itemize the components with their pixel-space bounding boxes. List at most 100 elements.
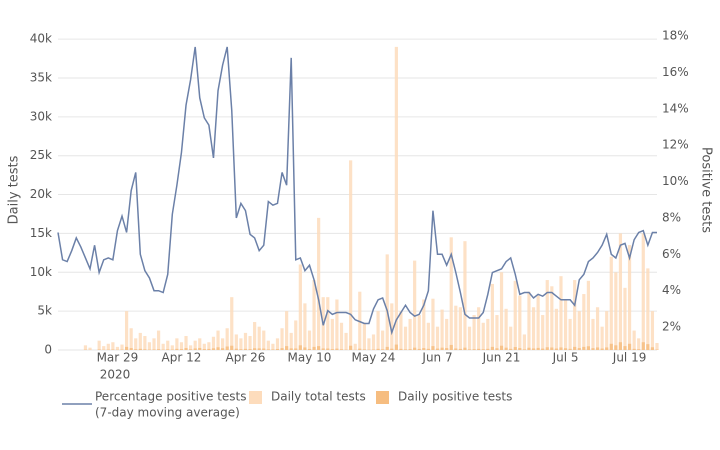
bar	[134, 349, 138, 350]
bar	[627, 245, 632, 350]
bar	[253, 348, 257, 350]
bar	[426, 322, 430, 350]
y-axis-label: Daily tests	[7, 155, 22, 224]
bar	[303, 347, 307, 350]
bar	[184, 336, 188, 350]
bar	[307, 330, 312, 350]
y2-tick-label: 8%	[662, 210, 681, 224]
bar	[262, 330, 266, 350]
bar	[595, 347, 600, 350]
bar	[239, 338, 243, 350]
y-tick-label: 30k	[30, 109, 52, 123]
bar	[614, 272, 618, 350]
y-tick-label: 15k	[30, 226, 52, 240]
bar	[527, 347, 531, 350]
bar	[280, 348, 284, 350]
bar	[435, 348, 440, 350]
x-tick-label: Apr 26	[226, 351, 266, 365]
bar	[221, 338, 225, 350]
bar	[477, 348, 481, 350]
bar	[193, 340, 197, 350]
bar	[591, 318, 595, 350]
bar	[595, 307, 600, 350]
bar	[518, 348, 522, 350]
bar	[454, 348, 458, 350]
bar	[207, 348, 211, 350]
bar	[541, 348, 545, 350]
bar	[509, 348, 513, 350]
bar	[266, 340, 270, 350]
x-tick-label: Mar 29	[97, 351, 139, 365]
y-tick-label: 10k	[30, 265, 52, 279]
bar	[440, 309, 444, 350]
x-tick-label: May 10	[288, 351, 332, 365]
bar	[650, 311, 655, 350]
bar	[623, 287, 627, 350]
bar	[289, 332, 293, 350]
bar	[541, 315, 545, 350]
bar	[650, 347, 655, 350]
bar	[536, 295, 540, 350]
bar	[248, 349, 252, 350]
bar	[573, 280, 577, 350]
bar	[399, 311, 403, 350]
bar	[221, 348, 225, 350]
bar	[568, 348, 572, 350]
bar	[509, 326, 513, 350]
legend-swatch	[249, 391, 262, 404]
bar	[266, 349, 270, 350]
bar	[467, 326, 472, 350]
bar	[413, 347, 417, 350]
y-tick-label: 25k	[30, 148, 52, 162]
bar	[371, 334, 376, 350]
x-year-label: 2020	[100, 368, 131, 382]
bar	[143, 349, 147, 350]
bar	[563, 348, 568, 350]
bar	[202, 343, 206, 350]
bar	[385, 346, 389, 350]
line	[57, 46, 657, 336]
bar	[472, 315, 476, 350]
bar	[97, 349, 101, 350]
bar	[655, 343, 659, 350]
bar	[280, 328, 284, 350]
bar	[129, 328, 133, 350]
bar	[211, 336, 216, 350]
bar	[307, 348, 312, 350]
bar	[175, 338, 179, 350]
bar	[115, 346, 120, 350]
bar	[143, 336, 147, 350]
bar	[394, 344, 398, 350]
grid	[58, 38, 657, 351]
bar	[463, 347, 467, 350]
y-tick-label: 20k	[30, 187, 52, 201]
bar	[102, 346, 106, 350]
y-tick-label: 5k	[37, 304, 52, 318]
y2-tick-label: 12%	[662, 138, 689, 152]
bar	[417, 315, 421, 350]
bar	[97, 340, 101, 350]
legend-swatch	[376, 391, 389, 404]
bar	[399, 348, 403, 350]
bar	[326, 348, 330, 350]
legend-label: Percentage positive tests	[95, 390, 247, 404]
bar	[349, 160, 353, 350]
bar	[445, 348, 449, 350]
bar	[225, 328, 229, 350]
y2-tick-label: 6%	[662, 247, 681, 261]
bar	[605, 347, 609, 350]
y-tick-label: 0	[44, 343, 52, 357]
bar	[618, 342, 623, 350]
bar	[490, 283, 494, 350]
bar	[362, 349, 366, 350]
bar	[554, 308, 559, 350]
bar	[216, 330, 220, 350]
bar	[111, 342, 115, 350]
bar	[536, 347, 540, 350]
bar	[518, 295, 522, 350]
bar	[339, 322, 344, 350]
bar	[376, 348, 380, 350]
bar	[637, 338, 641, 350]
bar	[458, 348, 462, 350]
bar	[381, 349, 385, 350]
